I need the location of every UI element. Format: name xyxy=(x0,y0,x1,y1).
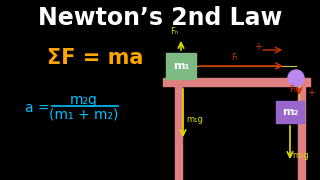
Text: a =: a = xyxy=(25,101,50,115)
Text: ΣF = ma: ΣF = ma xyxy=(47,48,143,68)
Bar xyxy=(166,53,196,79)
Bar xyxy=(276,101,304,123)
Text: +: + xyxy=(307,88,315,98)
Bar xyxy=(175,86,182,180)
Circle shape xyxy=(288,70,304,86)
Bar xyxy=(298,86,305,180)
Bar xyxy=(163,78,310,86)
Text: Newton’s 2nd Law: Newton’s 2nd Law xyxy=(38,6,282,30)
Text: m₂g: m₂g xyxy=(70,93,98,107)
Text: m₁g: m₁g xyxy=(186,116,203,125)
Text: (m₁ + m₂): (m₁ + m₂) xyxy=(49,107,119,121)
Text: Fₜ: Fₜ xyxy=(290,86,297,94)
Text: m₂g: m₂g xyxy=(292,150,309,159)
Text: Fₜ: Fₜ xyxy=(231,53,239,62)
Text: +: + xyxy=(254,42,262,52)
Text: Fₙ: Fₙ xyxy=(170,27,178,36)
Text: m₁: m₁ xyxy=(173,61,189,71)
Text: m₂: m₂ xyxy=(282,107,298,117)
